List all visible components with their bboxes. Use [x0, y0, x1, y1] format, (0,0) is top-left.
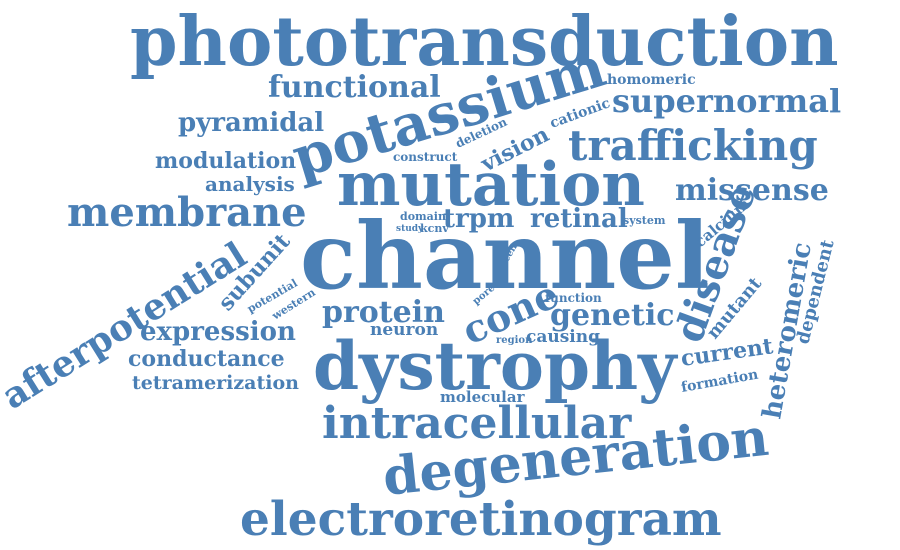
- word-expression: expression: [140, 317, 296, 347]
- word-phototransduction: phototransduction: [130, 2, 839, 82]
- word-study: study: [396, 224, 424, 234]
- word-kcnv: kcnv: [420, 222, 449, 235]
- word-trpm: trpm: [443, 204, 514, 234]
- word-function: function: [545, 291, 602, 305]
- word-tetramerization: tetramerization: [132, 372, 299, 394]
- word-formation: formation: [680, 367, 760, 396]
- word-trafficking: trafficking: [568, 121, 818, 170]
- word-protein: protein: [322, 295, 445, 330]
- word-missense: missense: [675, 173, 829, 208]
- word-modulation: modulation: [155, 148, 296, 174]
- word-electroretinogram: electroretinogram: [240, 492, 722, 547]
- word-pyramidal: pyramidal: [178, 108, 324, 138]
- word-supernormal: supernormal: [612, 82, 841, 120]
- word-neuron: neuron: [370, 320, 438, 340]
- word-system: system: [623, 214, 666, 227]
- word-intracellular: intracellular: [322, 398, 632, 449]
- word-domain: domain: [400, 210, 446, 223]
- word-retinal: retinal: [530, 204, 628, 234]
- word-mutation: mutation: [337, 150, 645, 220]
- word-conductance: conductance: [128, 346, 285, 372]
- word-dystrophy: dystrophy: [313, 327, 678, 405]
- word-region: region: [496, 335, 533, 346]
- word-membrane: membrane: [67, 189, 307, 236]
- word-construct: construct: [393, 150, 458, 164]
- word-genetic: genetic: [550, 298, 674, 333]
- word-homomeric: homomeric: [607, 72, 696, 88]
- word-functional: functional: [268, 70, 441, 105]
- word-analysis: analysis: [205, 172, 295, 196]
- word-molecular: molecular: [440, 388, 526, 406]
- word-causing: causing: [526, 327, 600, 347]
- word-channel: channel: [300, 202, 710, 310]
